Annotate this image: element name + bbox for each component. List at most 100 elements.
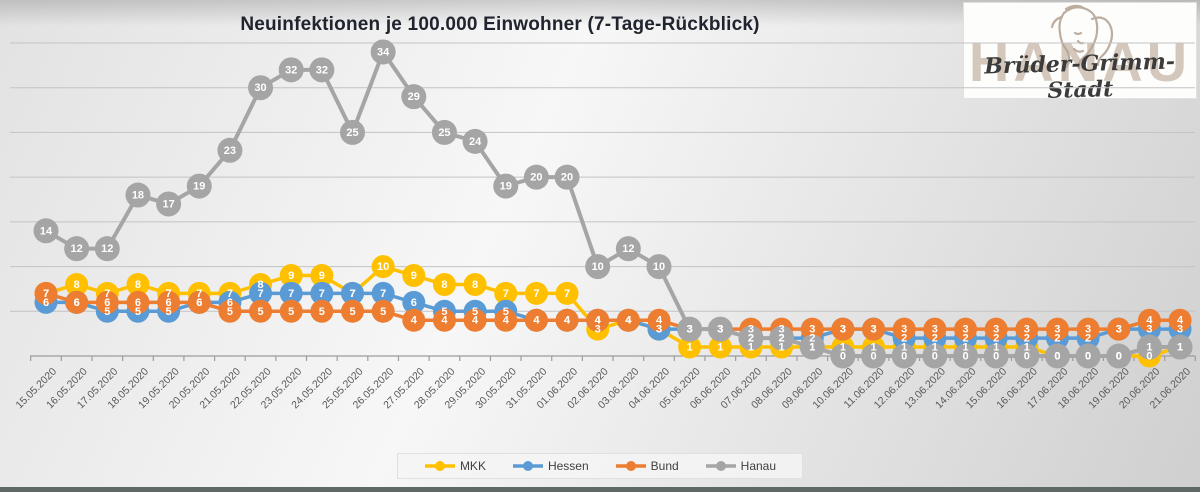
data-label-mkk: 1 (962, 342, 968, 354)
data-label-hanau: 25 (346, 127, 358, 139)
data-label-hessen: 4 (564, 315, 571, 327)
data-label-hessen: 5 (166, 306, 172, 318)
data-label-bund: 3 (717, 324, 723, 336)
chart-legend: MKK Hessen Bund Hanau (0, 453, 1200, 479)
data-label-bund: 3 (748, 324, 754, 336)
data-point-bund (586, 308, 610, 332)
data-label-bund: 6 (104, 297, 110, 309)
data-point-bund (494, 308, 518, 332)
legend-marker-hanau-icon (705, 461, 736, 471)
data-label-bund: 4 (625, 315, 632, 327)
legend-marker-mkk-icon (424, 461, 455, 471)
data-label-bund: 7 (43, 288, 49, 300)
data-label-mkk: 1 (1024, 342, 1030, 354)
data-point-hanau (1014, 343, 1040, 369)
data-label-hanau: 0 (1054, 351, 1060, 363)
legend-item-bund: Bund (615, 459, 679, 473)
data-point-mkk (555, 281, 579, 305)
data-label-mkk: 9 (288, 270, 294, 282)
data-label-hanau: 25 (438, 127, 450, 139)
data-point-bund (310, 299, 334, 323)
data-point-hessen (371, 281, 395, 305)
data-label-mkk: 7 (533, 288, 539, 300)
data-point-hanau (431, 119, 457, 145)
chart-canvas: 15.05.202016.05.202017.05.202018.05.2020… (10, 39, 1196, 411)
data-label-bund: 4 (441, 315, 448, 327)
data-label-mkk: 7 (196, 288, 202, 300)
data-point-hanau (830, 343, 856, 369)
series-line-hanau (44, 49, 1181, 358)
data-label-bund: 5 (349, 306, 355, 318)
data-label-hessen: 5 (441, 306, 447, 318)
data-point-hanau (799, 334, 825, 360)
data-label-hanau: 12 (101, 243, 113, 255)
data-label-hanau: 1 (809, 342, 815, 354)
data-label-bund: 3 (840, 324, 846, 336)
data-label-mkk: 1 (1177, 342, 1183, 354)
data-point-mkk (371, 255, 395, 279)
data-label-bund: 4 (1146, 315, 1153, 327)
data-label-mkk: 1 (993, 342, 999, 354)
data-label-hessen: 3 (687, 324, 693, 336)
data-label-hanau: 0 (993, 351, 999, 363)
data-label-mkk: 3 (656, 324, 662, 336)
data-point-hanau (615, 236, 641, 262)
data-label-bund: 3 (1085, 324, 1091, 336)
data-label-hanau: 12 (71, 243, 83, 255)
data-point-hanau (1167, 334, 1193, 360)
data-point-bund (1015, 317, 1039, 341)
data-point-mkk (310, 264, 334, 288)
data-label-bund: 5 (319, 306, 325, 318)
data-label-mkk: 7 (227, 288, 233, 300)
data-point-hanau (1136, 334, 1162, 360)
data-label-mkk: 7 (503, 288, 509, 300)
data-point-hanau (922, 343, 948, 369)
data-label-hessen: 2 (779, 333, 785, 345)
data-point-hanau (401, 84, 427, 110)
data-label-hessen: 7 (288, 288, 294, 300)
data-point-hanau (707, 316, 733, 342)
data-label-bund: 4 (533, 315, 540, 327)
data-label-hanau: 20 (561, 172, 573, 184)
data-point-bund (463, 308, 487, 332)
data-point-hanau (493, 173, 519, 199)
data-point-bund (647, 308, 671, 332)
data-label-hessen: 2 (932, 333, 938, 345)
data-point-hanau (769, 325, 795, 351)
data-point-hanau (33, 218, 59, 244)
data-label-hanau: 32 (316, 64, 328, 76)
data-label-hanau: 10 (592, 261, 604, 273)
data-point-mkk (708, 335, 732, 359)
data-label-hessen: 2 (962, 333, 968, 345)
data-label-mkk: 1 (779, 342, 785, 354)
data-label-hanau: 19 (500, 181, 512, 193)
data-label-hanau: 18 (132, 190, 144, 202)
data-label-mkk: 8 (441, 279, 447, 291)
data-label-hanau: 0 (1116, 351, 1122, 363)
data-point-hanau (1075, 343, 1101, 369)
data-label-hanau: 17 (162, 198, 174, 210)
data-label-hanau: 0 (962, 351, 968, 363)
data-label-bund: 3 (962, 324, 968, 336)
data-label-hessen: 6 (74, 297, 80, 309)
data-point-bund (157, 290, 181, 314)
data-point-bund (187, 290, 211, 314)
data-point-bund (126, 290, 150, 314)
data-point-mkk (402, 264, 426, 288)
data-label-mkk: 1 (748, 342, 754, 354)
data-label-bund: 3 (932, 324, 938, 336)
data-label-mkk: 1 (809, 342, 815, 354)
data-label-hessen: 6 (196, 297, 202, 309)
data-label-hessen: 3 (656, 324, 662, 336)
data-label-hessen: 7 (319, 288, 325, 300)
data-point-bund (371, 299, 395, 323)
data-point-bund (249, 299, 273, 323)
data-label-hanau: 30 (254, 82, 266, 94)
data-point-bund (1076, 317, 1100, 341)
data-point-bund (555, 308, 579, 332)
data-label-hanau: 0 (840, 351, 846, 363)
data-point-hessen (402, 290, 426, 314)
data-point-bund (341, 299, 364, 323)
data-label-hanau: 20 (530, 172, 542, 184)
